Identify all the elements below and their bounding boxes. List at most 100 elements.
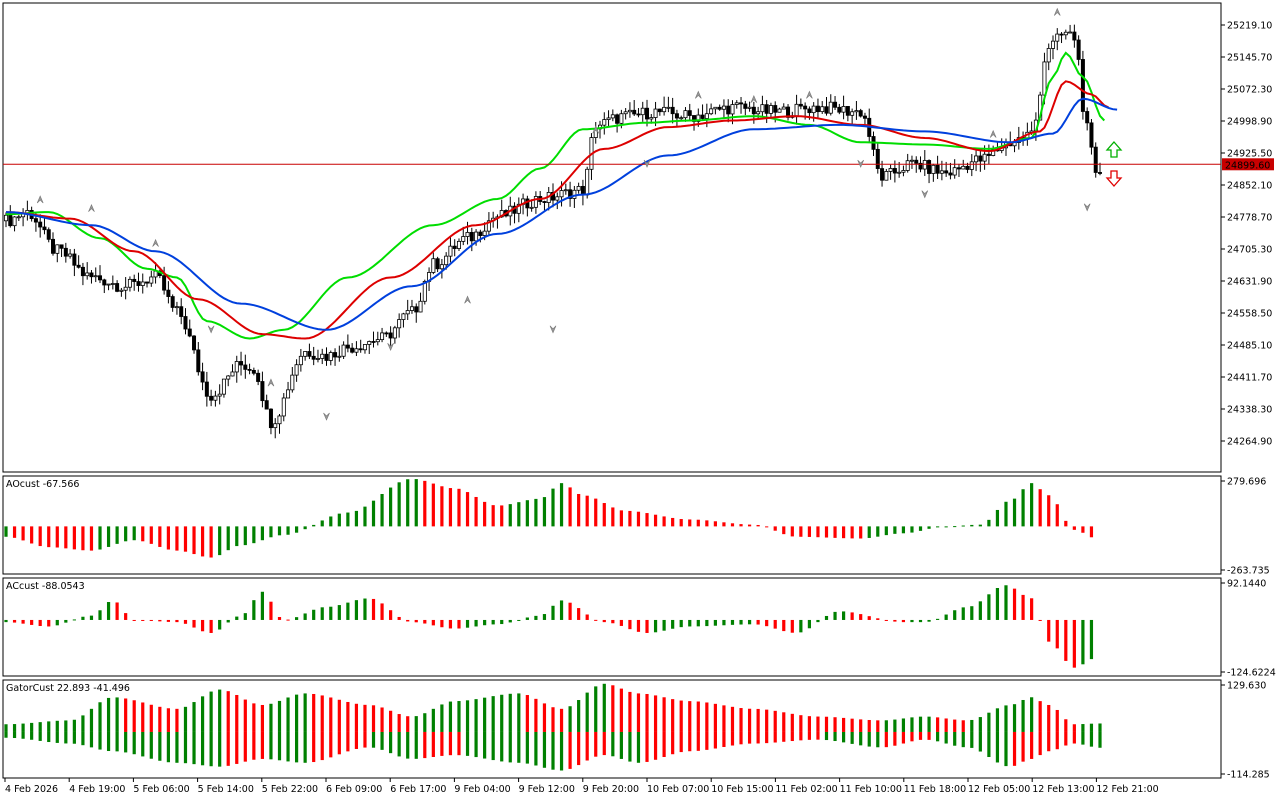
histogram-bar	[363, 704, 367, 732]
histogram-bar	[260, 731, 265, 759]
histogram-bar	[406, 479, 410, 527]
histogram-bar	[705, 731, 709, 750]
histogram-bar	[782, 731, 786, 742]
histogram-bar	[260, 526, 265, 541]
fractal-up-marker	[267, 378, 275, 387]
histogram-bar	[901, 731, 906, 744]
histogram-bar	[577, 608, 581, 620]
candle-down	[452, 245, 457, 249]
candle-up	[298, 355, 303, 366]
histogram-bar	[1047, 731, 1051, 752]
candle-down	[927, 160, 932, 174]
candle-down	[59, 244, 64, 249]
candle-up	[931, 164, 936, 174]
candle-down	[256, 372, 261, 382]
histogram-bar	[218, 619, 222, 630]
histogram-bar	[55, 731, 59, 743]
histogram-bar	[166, 526, 170, 550]
ac-title: ACcust -88.0543	[6, 581, 85, 592]
histogram-bar	[568, 487, 572, 527]
histogram-bar	[662, 619, 666, 631]
histogram-bar	[765, 526, 769, 528]
candle-down	[551, 192, 556, 201]
histogram-bar	[747, 708, 752, 732]
histogram-bar	[500, 694, 504, 732]
histogram-bar	[448, 619, 453, 629]
candle-up	[123, 286, 128, 291]
histogram-bar	[688, 731, 692, 752]
histogram-bar	[218, 689, 222, 732]
candle-up	[909, 159, 914, 162]
histogram-bar	[158, 619, 162, 622]
candle-up	[768, 105, 773, 114]
candle-down	[98, 275, 103, 281]
fractal-up-marker	[592, 125, 600, 134]
histogram-bar	[619, 731, 623, 759]
histogram-bar	[790, 526, 794, 537]
price-tick-label: 25219.10	[1227, 21, 1272, 32]
histogram-bar	[534, 615, 538, 620]
histogram-bar	[389, 487, 393, 527]
histogram-bar	[89, 615, 94, 620]
histogram-bar	[653, 619, 658, 633]
histogram-bar	[961, 731, 965, 748]
candle-down	[670, 106, 675, 115]
candle-down	[478, 231, 483, 236]
candle-up	[721, 105, 726, 110]
candle-down	[1085, 111, 1090, 124]
histogram-bar	[320, 607, 324, 620]
candle-down	[384, 332, 389, 335]
candle-up	[281, 397, 286, 417]
candle-down	[815, 105, 820, 113]
histogram-bar	[303, 693, 307, 732]
histogram-bar	[448, 488, 453, 527]
candle-down	[743, 103, 748, 109]
histogram-bar	[64, 526, 68, 549]
candle-down	[102, 279, 107, 286]
histogram-bar	[765, 619, 769, 627]
candle-down	[46, 229, 51, 240]
histogram-bar	[389, 731, 393, 754]
histogram-bar	[756, 731, 760, 744]
histogram-bar	[970, 606, 974, 620]
histogram-bar	[4, 724, 8, 732]
histogram-bar	[918, 716, 923, 732]
histogram-bar	[628, 691, 632, 732]
histogram-bar	[936, 717, 940, 732]
histogram-bar	[705, 619, 709, 627]
histogram-bar	[636, 511, 641, 527]
candle-down	[247, 368, 252, 371]
histogram-bar	[628, 619, 632, 630]
histogram-bar	[474, 731, 478, 758]
histogram-bar	[1038, 731, 1042, 756]
candle-up	[683, 110, 688, 119]
histogram-bar	[47, 731, 51, 743]
histogram-bar	[149, 731, 153, 759]
histogram-bar	[1021, 731, 1025, 762]
candle-up	[273, 423, 278, 429]
time-tick-label: 11 Feb 10:00	[840, 784, 902, 795]
histogram-bar	[782, 712, 786, 732]
histogram-bar	[294, 526, 299, 533]
histogram-bar	[380, 603, 384, 620]
histogram-bar	[636, 619, 641, 632]
panel-frame-main	[2, 2, 1222, 473]
candle-down	[1076, 39, 1081, 60]
price-tick-label: 24705.30	[1227, 245, 1272, 256]
candle-down	[525, 198, 530, 209]
histogram-bar	[465, 492, 470, 527]
fractal-down-marker	[323, 412, 330, 421]
histogram-bar	[636, 693, 641, 732]
candle-down	[260, 381, 265, 402]
histogram-bar	[346, 731, 350, 752]
candle-up	[828, 101, 833, 114]
fractal-up-marker	[989, 129, 997, 138]
histogram-bar	[824, 615, 829, 620]
ao-panel: AOcust -67.566 279.696 -263.735	[4, 477, 1270, 577]
histogram-bar	[653, 514, 658, 527]
candle-up	[277, 415, 282, 425]
histogram-bar	[47, 526, 51, 548]
histogram-bar	[431, 708, 435, 732]
histogram-bar	[1089, 526, 1094, 538]
